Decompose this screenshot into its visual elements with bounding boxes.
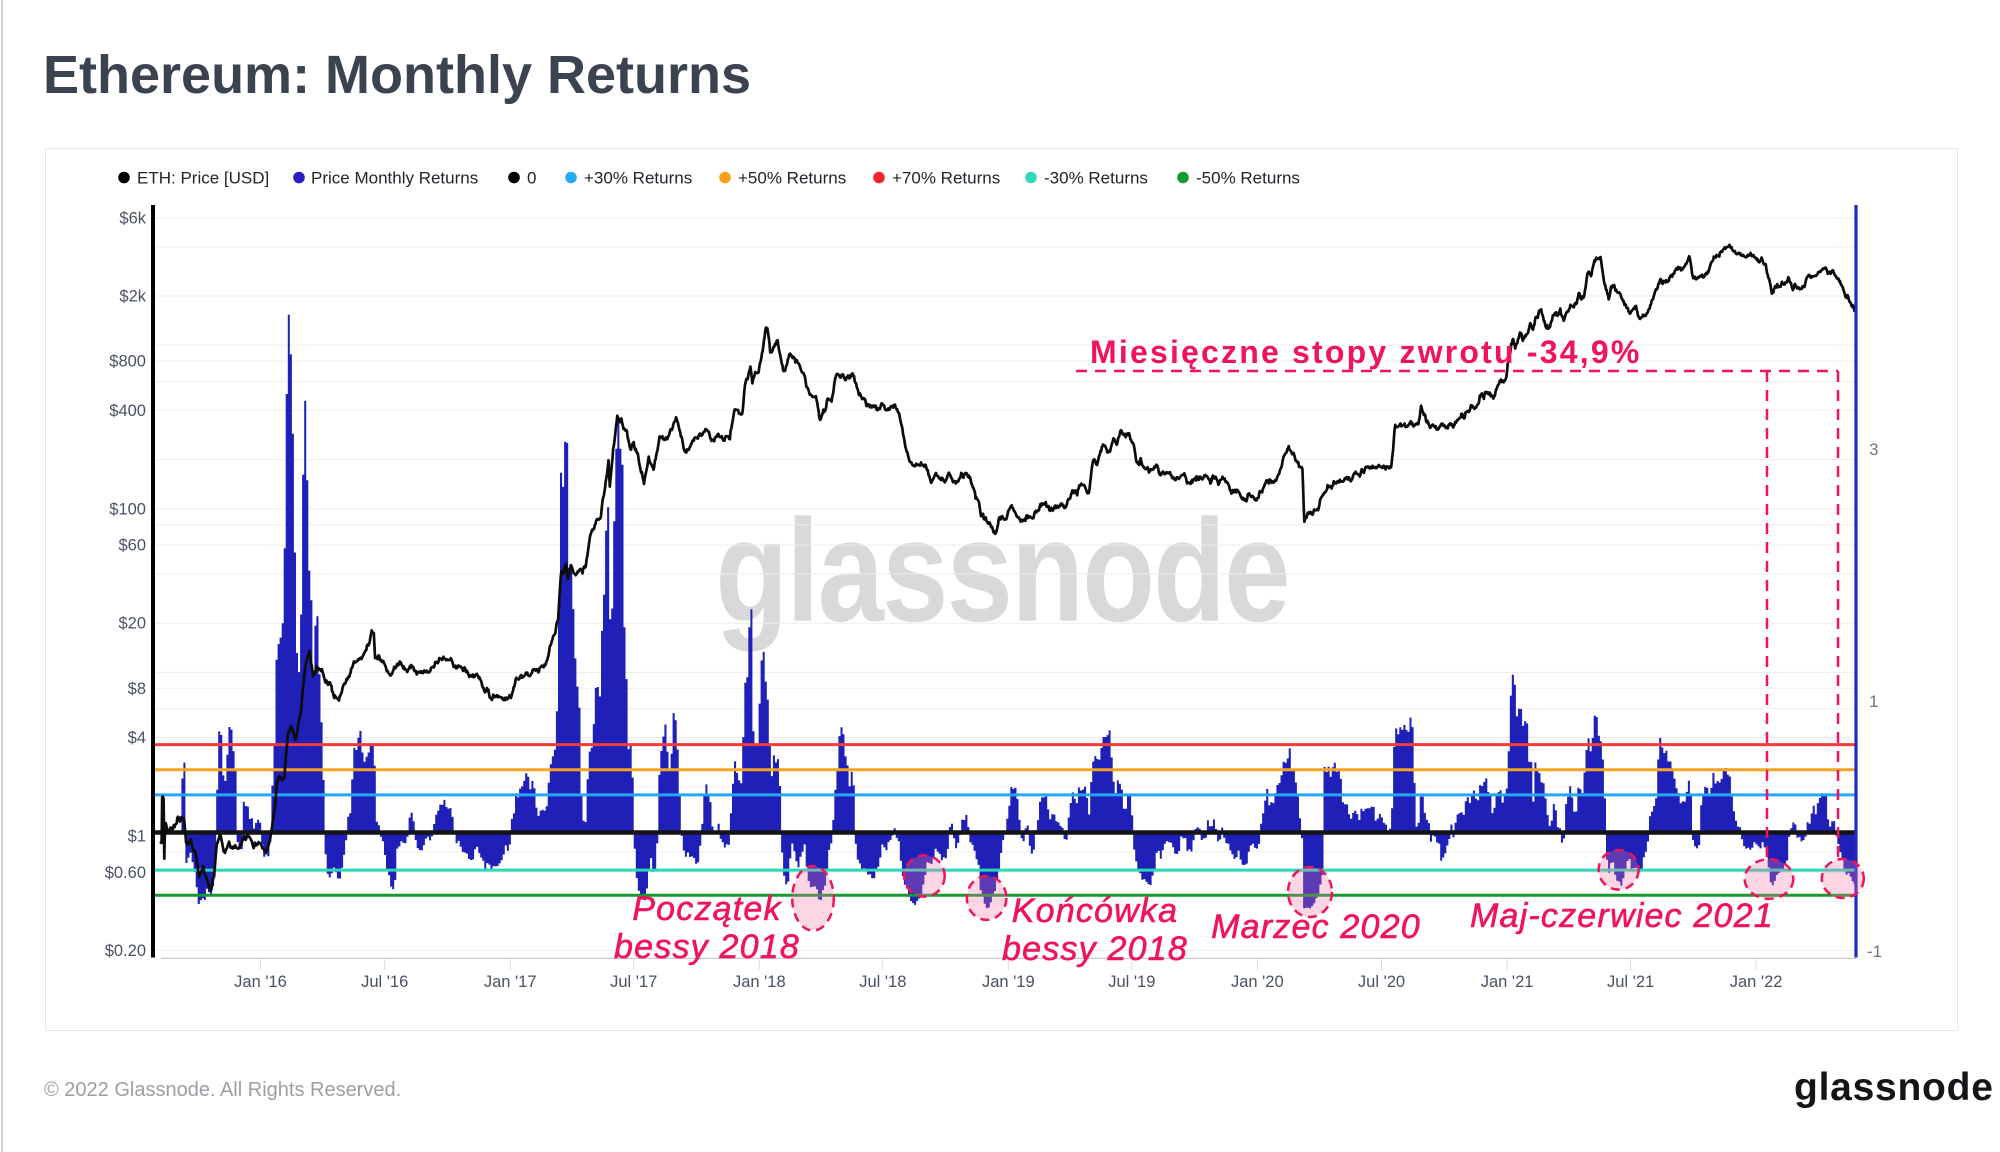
svg-text:Price Monthly Returns: Price Monthly Returns [311, 169, 478, 188]
svg-text:-30% Returns: -30% Returns [1044, 169, 1148, 188]
svg-text:+30% Returns: +30% Returns [584, 169, 692, 188]
svg-text:0: 0 [527, 169, 536, 188]
svg-text:Jan '21: Jan '21 [1481, 973, 1534, 991]
svg-text:$4: $4 [128, 729, 146, 747]
svg-text:+50% Returns: +50% Returns [738, 169, 846, 188]
svg-text:$400: $400 [109, 402, 146, 420]
svg-text:$0.60: $0.60 [105, 864, 146, 882]
svg-text:Jan '19: Jan '19 [982, 973, 1035, 991]
svg-text:$2k: $2k [119, 288, 146, 306]
svg-text:Jul '20: Jul '20 [1358, 973, 1405, 991]
svg-text:-50% Returns: -50% Returns [1196, 169, 1300, 188]
svg-text:$1: $1 [128, 828, 146, 846]
svg-text:$100: $100 [109, 500, 146, 518]
svg-text:3: 3 [1869, 440, 1878, 459]
svg-text:-1: -1 [1867, 942, 1882, 961]
svg-text:Jul '21: Jul '21 [1607, 973, 1654, 991]
svg-text:1: 1 [1869, 692, 1878, 711]
svg-text:$8: $8 [128, 680, 146, 698]
svg-text:$800: $800 [109, 353, 146, 371]
svg-text:Jul '18: Jul '18 [859, 973, 906, 991]
svg-text:Jan '20: Jan '20 [1231, 973, 1284, 991]
svg-text:$0.20: $0.20 [105, 942, 146, 960]
svg-text:Jan '18: Jan '18 [733, 973, 786, 991]
svg-text:ETH: Price [USD]: ETH: Price [USD] [137, 169, 269, 188]
svg-text:Jan '16: Jan '16 [234, 973, 287, 991]
svg-text:Jul '16: Jul '16 [361, 973, 408, 991]
svg-text:Jul '17: Jul '17 [610, 973, 657, 991]
svg-text:$60: $60 [118, 537, 146, 555]
svg-text:$20: $20 [118, 615, 146, 633]
svg-text:Jan '22: Jan '22 [1730, 973, 1783, 991]
svg-text:Jan '17: Jan '17 [484, 973, 537, 991]
svg-text:Jul '19: Jul '19 [1108, 973, 1155, 991]
svg-text:$6k: $6k [119, 209, 146, 227]
svg-text:+70% Returns: +70% Returns [892, 169, 1000, 188]
